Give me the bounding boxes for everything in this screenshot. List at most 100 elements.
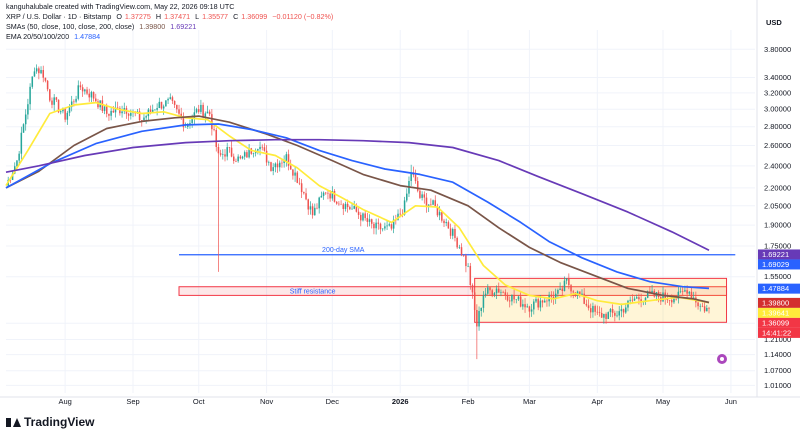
candle-body (609, 309, 612, 313)
candle-body (246, 152, 248, 158)
candle-body (649, 291, 651, 293)
candle-body (432, 200, 434, 205)
candle-body (502, 292, 504, 293)
low-label: L (195, 12, 200, 21)
candle-body (278, 162, 281, 168)
sma-value-2: 1.69221 (170, 22, 197, 31)
candle-body (533, 301, 535, 310)
candle-body (565, 278, 568, 281)
candle-body (22, 124, 25, 133)
candle-body (596, 311, 599, 313)
candle-body (222, 154, 224, 155)
candle-body (108, 113, 110, 116)
tradingview-logo[interactable]: TradingView (6, 415, 94, 429)
price-badge-label: 1.69029 (762, 260, 789, 269)
trading-view-marker-icon[interactable] (717, 354, 727, 364)
candle-body (162, 106, 165, 109)
candle-body (456, 237, 458, 248)
candle-body (281, 162, 283, 164)
candle-body (587, 305, 590, 309)
candle-body (517, 296, 520, 300)
candle-body (90, 92, 93, 98)
candle-body (217, 147, 220, 154)
x-tick-label: 2026 (392, 397, 409, 406)
candle-body (208, 111, 211, 115)
candle-body (51, 100, 53, 105)
candle-body (447, 222, 450, 229)
candle-body (677, 291, 680, 299)
candle-body (690, 291, 693, 299)
candle-body (550, 294, 553, 297)
candle-body (77, 85, 80, 99)
ema-50-line (5, 115, 710, 304)
candle-body (539, 300, 542, 308)
candle-body (471, 285, 474, 293)
x-tick-label: Oct (193, 397, 206, 406)
candle-body (618, 311, 620, 316)
candle-body (561, 288, 564, 291)
candle-body (589, 308, 592, 313)
candle-body (458, 247, 461, 248)
candle-body (265, 150, 268, 163)
candle-body (397, 213, 399, 220)
candle-body (103, 106, 106, 111)
candle-body (384, 226, 386, 229)
candle-body (600, 312, 603, 318)
candle-body (101, 100, 104, 111)
candle-body (373, 223, 375, 229)
price-badge-label: 14:41:22 (762, 328, 791, 337)
price-badge (758, 317, 800, 328)
candle-body (263, 147, 266, 151)
candle-body (18, 153, 20, 161)
high-value: 1.37471 (164, 12, 191, 21)
candle-body (173, 100, 176, 105)
y-tick-label: 2.80000 (764, 122, 791, 131)
candle-body (524, 304, 526, 308)
candle-body (399, 213, 401, 215)
ema-20-line (5, 101, 710, 306)
candle-body (570, 285, 572, 292)
candle-body (423, 194, 426, 198)
x-axis[interactable]: Aug Sep Oct Nov Dec 2026 Feb Mar Apr May Jun (0, 396, 800, 406)
candle-body (84, 89, 86, 92)
candle-body (307, 199, 309, 210)
candle-body (703, 306, 706, 312)
candle-body (535, 299, 537, 302)
y-tick-label: 2.40000 (764, 161, 791, 170)
candle-body (154, 109, 156, 111)
candle-body (579, 291, 581, 296)
low-value: 1.35577 (202, 12, 229, 21)
candle-body (283, 161, 285, 163)
candle-body (327, 192, 329, 194)
candle-body (598, 312, 601, 313)
x-tick-label: Feb (462, 397, 475, 406)
candle-body (49, 89, 51, 101)
candle-body (375, 222, 377, 229)
y-tick-label: 2.60000 (764, 141, 791, 150)
resistance-zone-label: Stiff resistance (290, 289, 336, 296)
sma-200-label: 200-day SMA (322, 247, 365, 254)
candle-body (585, 303, 588, 306)
ema-legend[interactable]: EMA 20/50/100/200 1.47884 (6, 32, 103, 41)
candle-body (616, 315, 618, 317)
candle-body (158, 101, 161, 109)
sma-legend[interactable]: SMAs (50, close, 100, close, 200, close)… (6, 22, 199, 31)
x-tick-label: Mar (523, 397, 536, 406)
symbol-name[interactable]: XRP / U.S. Dollar · 1D · Bitstamp (6, 12, 112, 21)
candle-body (97, 101, 99, 108)
y-tick-label: 1.07000 (764, 366, 791, 375)
candle-body (226, 147, 228, 157)
candle-body (467, 265, 469, 267)
candle-body (241, 156, 244, 159)
candle-body (403, 200, 406, 215)
candle-body (195, 109, 198, 113)
candle-body (127, 113, 130, 116)
candle-body (511, 294, 513, 302)
candle-body (476, 309, 478, 327)
attribution-text: kanguhalubale created with TradingView.c… (6, 2, 235, 11)
candle-body (40, 70, 42, 74)
candle-body (638, 297, 640, 300)
x-tick-label: May (656, 397, 670, 406)
candle-body (92, 92, 95, 99)
